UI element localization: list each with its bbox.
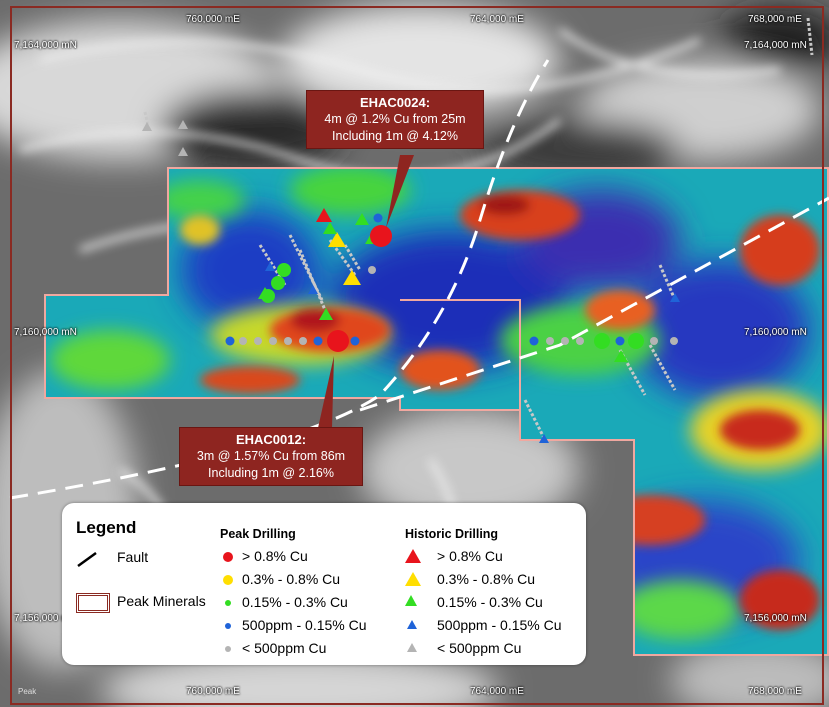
peak-hole-green (628, 333, 644, 349)
legend-historic-yellow-triangle (405, 572, 421, 586)
easting-label-bottom: 764,000 mE (470, 686, 524, 697)
legend-historic-red-triangle (405, 549, 421, 563)
map-frame (10, 6, 824, 705)
callout-ehac0024: EHAC0024: 4m @ 1.2% Cu from 25m Includin… (306, 90, 484, 149)
peak-hole-green (277, 263, 291, 277)
peak-hole-grey (368, 266, 376, 274)
callout-line: Including 1m @ 4.12% (332, 129, 458, 143)
peak-hole-grey (576, 337, 584, 345)
peak-hole-grey (670, 337, 678, 345)
legend-peak-red-dot (223, 552, 233, 562)
peak-hole-red (327, 330, 349, 352)
legend-historic-label: 500ppm - 0.15% Cu (437, 617, 562, 633)
historic-hole-yellow (343, 270, 361, 285)
legend-historic-grey-triangle (407, 643, 417, 652)
easting-label-top: 764,000 mE (470, 14, 524, 25)
legend-fault-label: Fault (117, 549, 149, 565)
tenement-symbol (76, 593, 110, 613)
legend-title: Legend (76, 518, 137, 537)
legend-peak-label: 0.15% - 0.3% Cu (242, 594, 348, 610)
fault-line-east (359, 196, 829, 412)
peak-hole-red (370, 225, 392, 247)
peak-hole-blue (350, 336, 360, 346)
legend-historic-green-triangle (405, 595, 417, 606)
peak-hole-grey (239, 337, 247, 345)
peak-hole-grey (650, 337, 658, 345)
easting-label-bottom: 768,000 mE (748, 686, 802, 697)
peak-hole-blue (313, 336, 323, 346)
historic-hole-green (323, 222, 337, 234)
callout-line: Including 1m @ 2.16% (208, 466, 334, 480)
historic-hole-green (355, 213, 369, 225)
historic-hole-green (319, 308, 333, 320)
callout-pointer-ehac0012 (318, 356, 334, 428)
legend-peak-heading: Peak Drilling (220, 527, 296, 541)
legend-tenement-label: Peak Minerals (117, 593, 206, 609)
legend-historic-label: 0.3% - 0.8% Cu (437, 571, 536, 587)
historic-hole-blue (670, 293, 680, 302)
peak-hole-grey (254, 337, 262, 345)
northing-label-right: 7,156,000 mN (744, 613, 807, 624)
callout-pointer-ehac0024 (386, 155, 414, 228)
historic-hole-green (614, 350, 628, 362)
easting-label-bottom: 760,000 mE (186, 686, 240, 697)
peak-hole-grey (546, 337, 554, 345)
legend-peak-label: 0.3% - 0.8% Cu (242, 571, 341, 587)
northing-label-left: 7,160,000 mN (14, 327, 77, 338)
legend-historic-label: > 0.8% Cu (437, 548, 503, 564)
northing-label-left: 7,164,000 mN (14, 40, 77, 51)
historic-hole-grey (178, 147, 188, 156)
historic-hole-yellow (328, 232, 346, 247)
northing-label-right: 7,160,000 mN (744, 327, 807, 338)
legend-peak-label: 500ppm - 0.15% Cu (242, 617, 367, 633)
peak-hole-blue (373, 213, 383, 223)
callout-line: 3m @ 1.57% Cu from 86m (196, 449, 346, 463)
historic-hole-grey (142, 122, 152, 131)
fault-symbol (77, 551, 97, 568)
legend-historic-label: < 500ppm Cu (437, 640, 522, 656)
easting-label-top: 760,000 mE (186, 14, 240, 25)
legend-peak-label: > 0.8% Cu (242, 548, 308, 564)
callout-title: EHAC0024: (359, 95, 431, 110)
legend-historic-heading: Historic Drilling (405, 527, 499, 541)
legend-peak-grey-dot (225, 646, 231, 652)
callout-title: EHAC0012: (235, 432, 307, 447)
historic-hole-blue (308, 285, 318, 294)
historic-hole-red (316, 208, 332, 222)
historic-hole-grey (178, 120, 188, 129)
peak-hole-blue (529, 336, 539, 346)
peak-hole-grey (284, 337, 292, 345)
peak-hole-blue (615, 336, 625, 346)
legend-historic-blue-triangle (407, 620, 417, 629)
peak-hole-green (594, 333, 610, 349)
peak-hole-grey (561, 337, 569, 345)
callout-line: 4m @ 1.2% Cu from 25m (324, 112, 466, 126)
legend-peak-green-dot (225, 600, 231, 606)
legend-historic-label: 0.15% - 0.3% Cu (437, 594, 543, 610)
legend-peak-yellow-dot (223, 575, 233, 585)
map-legend: Legend Fault Peak Minerals Peak Drilling… (62, 503, 586, 665)
legend-peak-blue-dot (225, 623, 231, 629)
drill-holes (142, 120, 680, 443)
historic-hole-blue (265, 262, 275, 271)
tenement-outline-inner (400, 299, 521, 410)
historic-hole-blue (539, 434, 549, 443)
peak-hole-green (271, 276, 285, 290)
northing-label-right: 7,164,000 mN (744, 40, 807, 51)
easting-label-top: 768,000 mE (748, 14, 802, 25)
peak-hole-blue (225, 336, 235, 346)
peak-hole-green (261, 289, 275, 303)
peak-hole-grey (269, 337, 277, 345)
peak-hole-grey (299, 337, 307, 345)
northing-label-left: 7,156,000 mN (14, 613, 77, 624)
callout-ehac0012: EHAC0012: 3m @ 1.57% Cu from 86m Includi… (179, 427, 363, 486)
company-logo: Peak (18, 687, 37, 696)
legend-peak-label: < 500ppm Cu (242, 640, 327, 656)
